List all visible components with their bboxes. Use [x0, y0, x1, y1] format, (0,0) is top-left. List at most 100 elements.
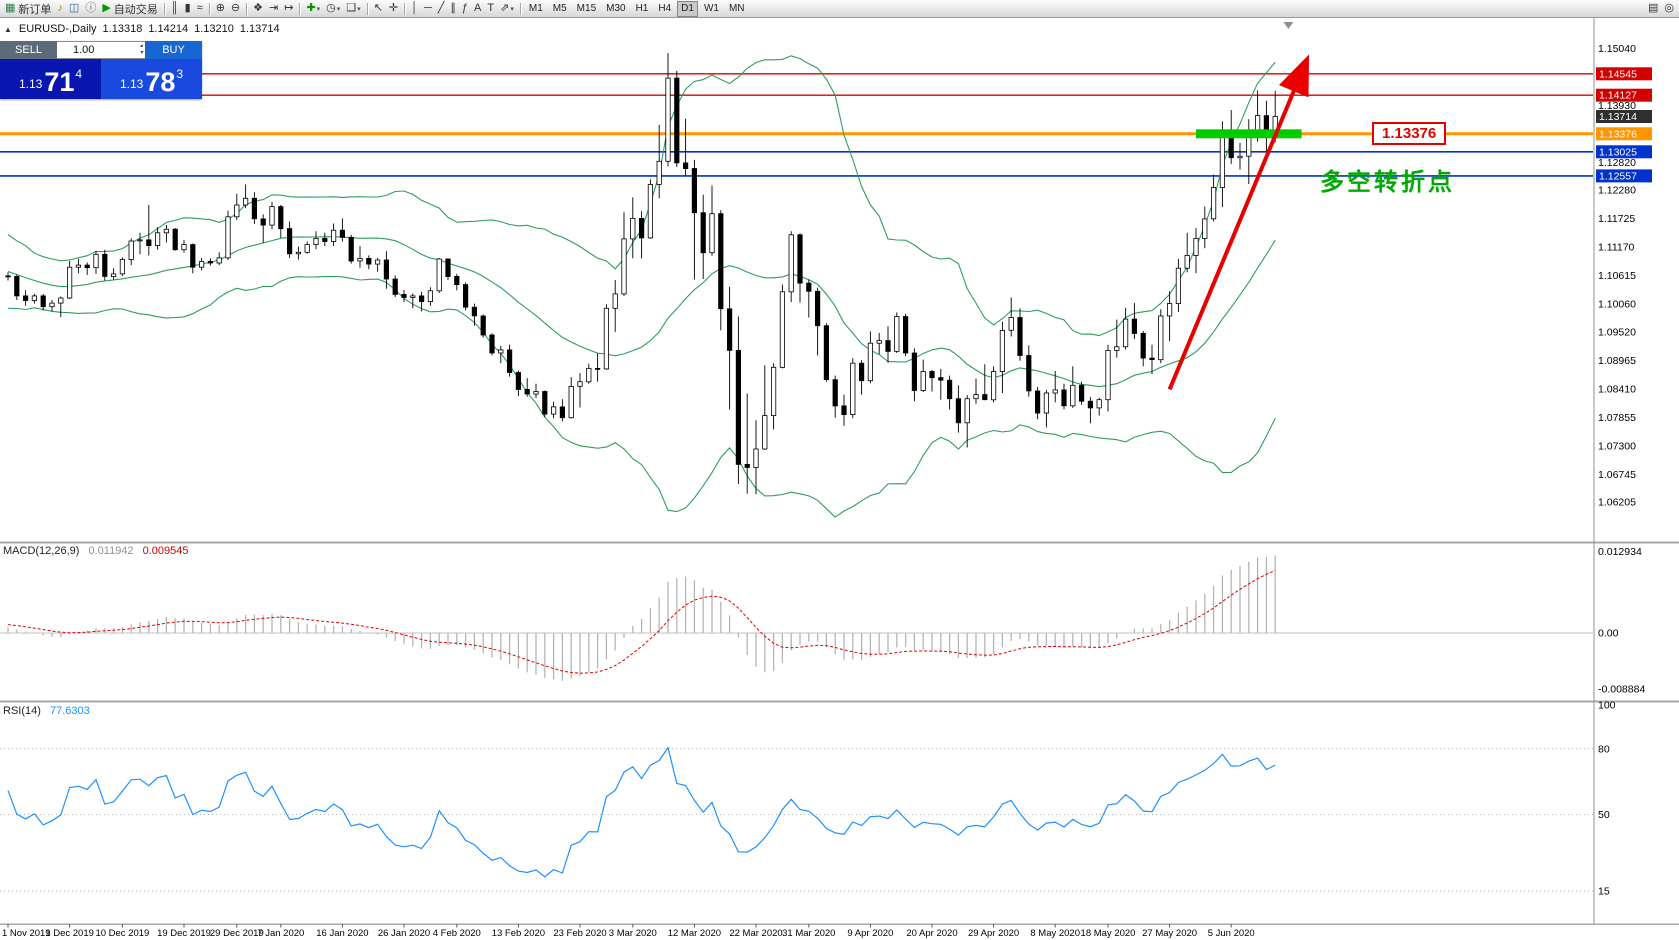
price-scale-label: 1.06205	[1598, 497, 1636, 509]
label-icon[interactable]: T	[484, 1, 497, 16]
candle-body	[436, 258, 442, 292]
candlestick-series	[5, 53, 1278, 495]
dropdown-caret-icon[interactable]: ▾	[336, 5, 341, 13]
candle-body	[999, 329, 1006, 372]
indicators-icon[interactable]: ✚ ▾	[303, 1, 323, 16]
auto-trading-button[interactable]: ▶ 自动交易	[99, 1, 160, 16]
templates-icon[interactable]: ❏ ▾	[343, 1, 363, 16]
horizontal-line-icon[interactable]: ─	[421, 1, 435, 16]
timeframe-h4-button[interactable]: H4	[658, 2, 672, 14]
macd-scale-label: -0.008884	[1598, 684, 1645, 696]
candle-body	[894, 316, 900, 352]
trend-arrow[interactable]	[1167, 54, 1310, 391]
crosshair-icon[interactable]: ✛	[386, 1, 401, 16]
timeframe-m1-button[interactable]: M1	[528, 2, 543, 14]
spinner-up-icon[interactable]: ▴	[139, 43, 143, 49]
sell-button[interactable]: SELL	[0, 41, 57, 59]
timeframe-d1-button[interactable]: D1	[677, 0, 698, 17]
candle-body	[111, 273, 117, 277]
text-icon[interactable]: A	[471, 1, 484, 16]
bollinger-lower-band	[7, 275, 1276, 518]
candlestick-chart-icon[interactable]: ▮	[182, 1, 194, 16]
print-icon[interactable]: ▤	[1645, 1, 1661, 16]
panel-separator[interactable]	[0, 700, 1679, 703]
candle-body	[955, 398, 962, 424]
candle-body	[22, 295, 29, 301]
price-scale-axis[interactable]: 1.15040 1.13930 1.12820 1.12280 1.11725 1.111…	[1596, 43, 1652, 898]
dropdown-caret-icon[interactable]: ▾	[510, 5, 514, 13]
new-order-label: 新订单	[18, 3, 52, 16]
ask-price-box[interactable]: 1.13 78 3	[101, 59, 202, 99]
macd-label: MACD(12,26,9)	[3, 545, 80, 557]
vertical-line-icon[interactable]: │	[408, 1, 421, 16]
chart-shift-marker-icon[interactable]	[1283, 22, 1294, 29]
timeframe-w1-button[interactable]: W1	[703, 2, 719, 14]
volume-input[interactable]: 1.00 ▴ ▾	[57, 41, 145, 59]
periods-icon[interactable]: ◷ ▾	[323, 1, 343, 16]
candle-body	[75, 264, 81, 268]
spinner-down-icon[interactable]: ▾	[139, 50, 143, 56]
timeframe-m5-button[interactable]: M5	[552, 2, 567, 14]
info-icon[interactable]: ⓘ	[82, 1, 99, 16]
zoom-in-icon[interactable]: ⊕	[213, 1, 228, 16]
toolbar-separator	[404, 2, 406, 15]
toolbar-separator	[208, 2, 210, 15]
timeframe-m30-button[interactable]: M30	[606, 2, 626, 14]
chart-canvas[interactable]: 1.15040 1.13930 1.12820 1.12280 1.11725 1.111…	[0, 17, 1679, 940]
candle-body	[647, 184, 654, 239]
bid-pip-digit: 4	[75, 67, 83, 81]
chart-shift-icon[interactable]: ↦	[281, 1, 296, 16]
cursor-icon[interactable]: ↖	[371, 1, 386, 16]
candle-body	[14, 275, 20, 297]
auto-scroll-icon[interactable]: ⇥	[266, 1, 281, 16]
line-chart-icon[interactable]: ≈	[194, 1, 206, 16]
timeframe-m15-button[interactable]: M15	[576, 2, 597, 14]
volume-spinner[interactable]: ▴ ▾	[140, 43, 143, 57]
candle-body	[357, 257, 363, 262]
new-order-button[interactable]: ▦ 新订单	[2, 1, 54, 16]
candle-body	[1158, 315, 1164, 361]
chart-shift-icon: ↦	[284, 2, 294, 14]
timeframe-mn-button[interactable]: MN	[728, 2, 745, 14]
support-zone-rectangle[interactable]	[1196, 129, 1302, 139]
search-icon[interactable]: ◎	[1661, 1, 1677, 16]
arrows-icon[interactable]: ⇗ ▾	[497, 1, 517, 16]
candle-body	[1219, 134, 1225, 188]
bar-chart-icon[interactable]: ║	[168, 1, 182, 16]
price-annotation-label[interactable]: 1.13376	[1372, 122, 1447, 145]
fibonacci-icon[interactable]: ƒ	[459, 1, 471, 16]
bid-price-box[interactable]: 1.13 71 4	[0, 59, 101, 99]
candle-body	[991, 371, 997, 401]
turning-point-annotation[interactable]: 多空转折点	[1320, 169, 1455, 196]
candle-body	[5, 275, 11, 278]
crosshair-icon: ✛	[388, 2, 399, 14]
channel-icon[interactable]: ∥	[447, 1, 459, 16]
tile-windows-icon[interactable]: ❖	[250, 1, 266, 16]
periods-icon: ◷	[326, 2, 336, 14]
date-label: 31 Mar 2020	[782, 928, 835, 939]
volume-value[interactable]: 1.00	[73, 44, 95, 56]
candle-body	[278, 206, 284, 230]
candle-body	[815, 290, 821, 327]
trendline-icon[interactable]: ╱	[435, 1, 448, 16]
alerts-icon[interactable]: ♪	[54, 1, 66, 16]
dropdown-caret-icon[interactable]: ▾	[357, 5, 361, 13]
panel-separator[interactable]	[0, 923, 1679, 926]
candle-body	[1149, 357, 1155, 361]
candle-body	[1052, 389, 1058, 394]
timeframe-h1-button[interactable]: H1	[635, 2, 649, 14]
one-click-trading-toggle-icon[interactable]: ▲	[4, 24, 12, 34]
panel-separator[interactable]	[0, 541, 1679, 544]
buy-button[interactable]: BUY	[145, 41, 202, 59]
horizontal-level-lines[interactable]	[0, 73, 1593, 177]
candle-body	[718, 213, 724, 310]
print-icon: ▤	[1647, 2, 1659, 14]
macd-signal-value: 0.009545	[142, 545, 189, 557]
candle-body	[295, 251, 302, 255]
candle-body	[207, 261, 213, 264]
candle-body	[154, 232, 161, 247]
zoom-out-icon[interactable]: ⊖	[228, 1, 243, 16]
market-watch-icon[interactable]: ◫	[66, 1, 82, 16]
dropdown-caret-icon[interactable]: ▾	[316, 5, 321, 13]
